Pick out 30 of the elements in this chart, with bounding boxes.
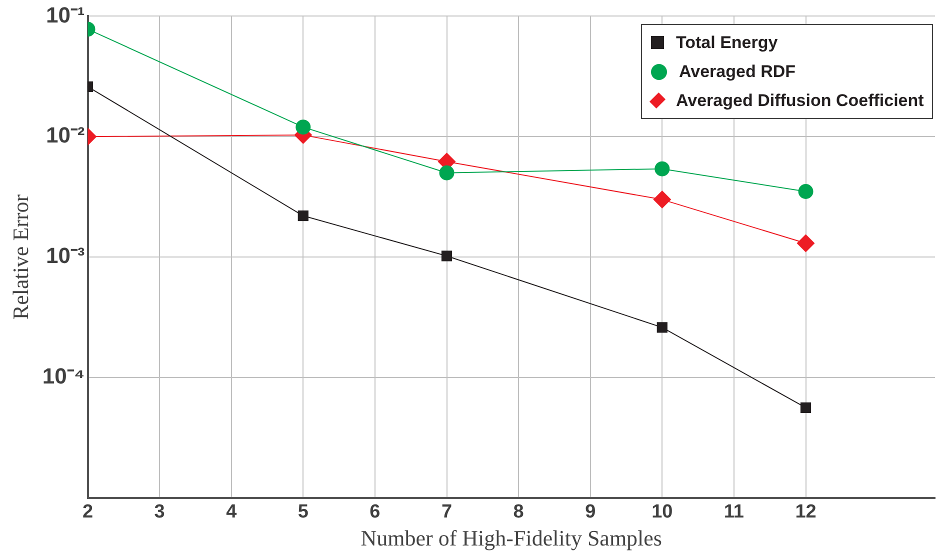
y-tick-label: 10⁻⁴ (42, 363, 85, 388)
x-tick-label: 5 (298, 501, 309, 522)
point (298, 210, 308, 222)
legend-label: Averaged RDF (679, 62, 796, 82)
x-tick-label: 7 (441, 501, 452, 522)
y-tick-label: 10⁻² (46, 122, 85, 148)
point (654, 161, 670, 176)
x-tick-label: 12 (795, 501, 816, 522)
point (653, 190, 672, 209)
x-tick-label: 3 (154, 501, 165, 522)
point (800, 402, 812, 414)
x-tick-label: 4 (226, 501, 238, 522)
point (798, 184, 814, 199)
y-axis-title: Relative Error (8, 194, 33, 320)
legend-label: Total Energy (676, 32, 778, 53)
x-tick-label: 6 (370, 501, 380, 522)
x-tick-label: 2 (82, 501, 94, 522)
point (441, 250, 452, 262)
point (796, 234, 815, 252)
x-axis-title: Number of High-Fidelity Samples (360, 526, 662, 551)
y-tick-label: 10⁻¹ (46, 2, 85, 28)
point (656, 322, 668, 333)
point (296, 120, 311, 135)
x-tick-label: 9 (585, 501, 596, 522)
legend-label: Averaged Diffusion Coefficient (676, 90, 924, 111)
point (439, 165, 454, 180)
x-tick-label: 10 (652, 501, 673, 522)
x-tick-label: 11 (724, 501, 744, 522)
x-tick-label: 8 (513, 501, 524, 522)
y-tick-label: 10⁻³ (46, 243, 85, 268)
